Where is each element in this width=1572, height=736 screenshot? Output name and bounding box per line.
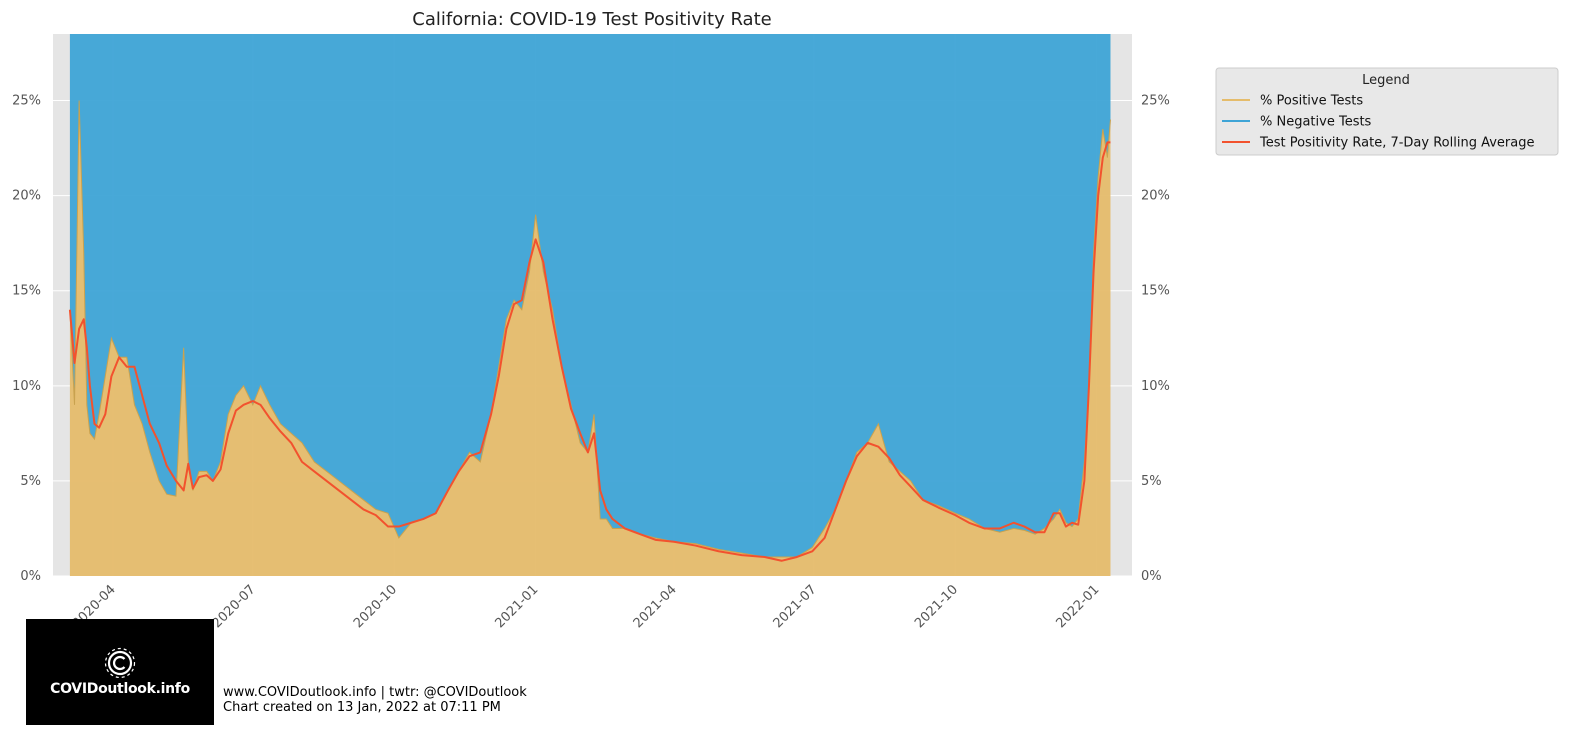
y-tick-label-left: 5%	[20, 474, 41, 489]
positive-tests-area	[69, 100, 1111, 576]
logo: COVIDoutlook.info	[26, 619, 214, 725]
x-tick-label: 2021-07	[771, 582, 820, 631]
virus-c-icon	[104, 647, 136, 679]
y-tick-label-left: 0%	[20, 569, 41, 584]
y-tick-label-left: 25%	[12, 94, 41, 109]
x-tick-label: 2021-01	[492, 582, 541, 631]
y-tick-label-left: 15%	[12, 284, 41, 299]
legend-item: % Negative Tests	[1222, 115, 1372, 130]
chart-title: California: COVID-19 Test Positivity Rat…	[412, 9, 771, 30]
y-tick-label-right: 15%	[1141, 284, 1170, 299]
y-tick-label-left: 10%	[12, 379, 41, 394]
x-tick-label: 2021-04	[631, 582, 680, 631]
plot-area	[53, 34, 1132, 577]
x-tick-label: 2022-01	[1053, 582, 1102, 631]
y-tick-label-right: 0%	[1141, 569, 1162, 584]
y-tick-label-right: 20%	[1141, 189, 1170, 204]
footer-line-1: www.COVIDoutlook.info | twtr: @COVIDoutl…	[223, 685, 527, 700]
x-tick-label: 2020-07	[210, 582, 259, 631]
legend-label: % Positive Tests	[1260, 94, 1363, 109]
positive-tests-line	[69, 100, 1111, 558]
x-tick-label: 2021-10	[912, 582, 961, 631]
negative-tests-area	[69, 34, 1111, 557]
legend-label: % Negative Tests	[1260, 115, 1372, 130]
rolling-average-line	[68, 141, 1111, 562]
legend-item: Test Positivity Rate, 7-Day Rolling Aver…	[1222, 136, 1534, 151]
x-tick-label: 2020-10	[351, 582, 400, 631]
y-tick-label-right: 10%	[1141, 379, 1170, 394]
footer: www.COVIDoutlook.info | twtr: @COVIDoutl…	[223, 685, 527, 715]
y-tick-label-left: 20%	[12, 189, 41, 204]
legend-item: % Positive Tests	[1222, 94, 1363, 109]
legend-title: Legend	[1362, 73, 1410, 88]
y-tick-label-right: 5%	[1141, 474, 1162, 489]
legend: Legend % Positive Tests % Negative Tests T…	[1215, 67, 1559, 156]
logo-text: COVIDoutlook.info	[50, 681, 190, 697]
y-tick-label-right: 25%	[1141, 94, 1170, 109]
footer-line-2: Chart created on 13 Jan, 2022 at 07:11 P…	[223, 700, 501, 715]
legend-label: Test Positivity Rate, 7-Day Rolling Aver…	[1259, 136, 1534, 151]
